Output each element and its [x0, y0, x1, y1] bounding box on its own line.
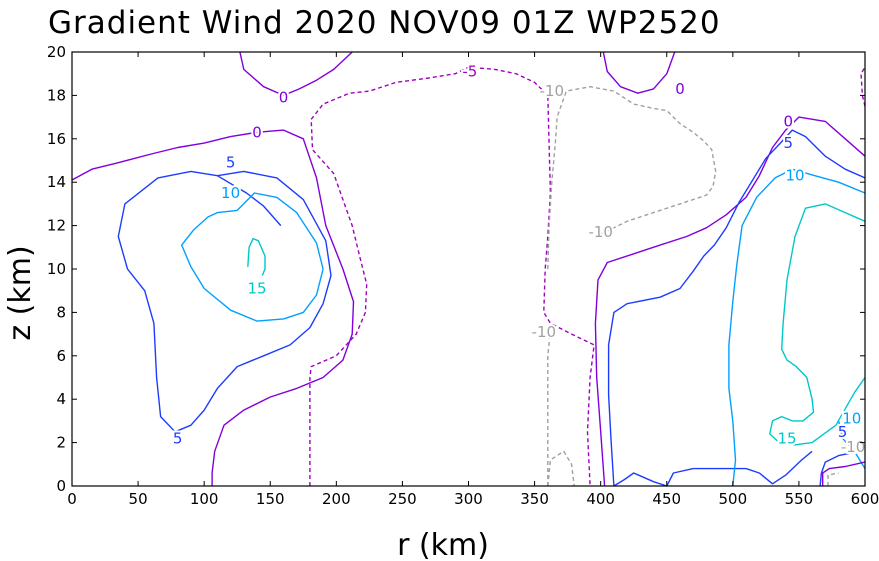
contour-line-0 — [822, 461, 866, 486]
y-axis-label: z (km) — [3, 245, 38, 340]
contour-line-10 — [180, 192, 324, 322]
contour-line-5 — [607, 129, 866, 487]
y-tick-label: 20 — [47, 43, 66, 61]
contour-label: 0 — [279, 89, 289, 107]
contour-label: 0 — [784, 112, 794, 130]
x-tick-label: 550 — [785, 490, 814, 508]
x-axis-ticks: 0 50 100 150 200 250 300 350 400 450 500 550 600 — [67, 52, 879, 508]
y-tick-label: 6 — [56, 347, 66, 365]
x-tick-label: 150 — [256, 490, 285, 508]
y-tick-label: 12 — [47, 217, 66, 235]
contour-label: 5 — [173, 429, 183, 447]
x-tick-label: 300 — [454, 490, 483, 508]
contour-line-neg10 — [547, 85, 717, 270]
contour-line-0 — [594, 116, 866, 487]
contour-label: -10 — [532, 323, 557, 341]
contour-lines — [71, 51, 866, 487]
y-tick-label: 14 — [47, 173, 66, 191]
x-tick-label: 350 — [520, 490, 549, 508]
contour-line-neg10 — [547, 450, 575, 487]
y-tick-label: 16 — [47, 130, 66, 148]
contour-line-5 — [819, 446, 866, 487]
x-tick-label: 500 — [719, 490, 748, 508]
x-axis-label: r (km) — [397, 528, 489, 561]
x-tick-label: 450 — [652, 490, 681, 508]
y-tick-label: 0 — [56, 477, 66, 495]
contour-label: -5 — [462, 63, 477, 81]
y-axis-ticks: 0 2 4 6 8 10 12 14 16 18 20 — [47, 43, 865, 495]
x-tick-label: 200 — [322, 490, 351, 508]
contour-label: 10 — [785, 167, 804, 185]
y-tick-label: 10 — [47, 260, 66, 278]
x-tick-label: 100 — [190, 490, 219, 508]
contour-line-15 — [769, 203, 866, 446]
contour-line-0 — [71, 129, 355, 486]
plot-frame — [71, 51, 866, 487]
y-tick-label: 4 — [56, 390, 66, 408]
contour-line-neg5 — [860, 66, 866, 107]
contour-line-5 — [117, 170, 332, 433]
contour-line-15 — [247, 237, 266, 276]
chart-title: Gradient Wind 2020 NOV09 01Z WP2520 — [48, 5, 721, 41]
contour-label: 5 — [838, 423, 848, 441]
x-tick-label: 50 — [129, 490, 148, 508]
contour-label: 10 — [842, 410, 861, 428]
contour-line-0 — [602, 51, 676, 94]
y-tick-label: 8 — [56, 303, 66, 321]
x-tick-label: 600 — [851, 490, 879, 508]
contour-line-10 — [728, 168, 866, 487]
contour-label: 5 — [226, 154, 236, 172]
contour-label: -10 — [841, 438, 866, 456]
x-tick-label: 400 — [586, 490, 615, 508]
contour-line-0 — [239, 51, 353, 97]
contour-label: 15 — [247, 280, 266, 298]
contour-label: -10 — [588, 223, 613, 241]
x-tick-label: 250 — [388, 490, 417, 508]
y-tick-label: 2 — [56, 434, 66, 452]
contour-line-neg10 — [827, 472, 839, 486]
contour-line-10 — [837, 420, 866, 469]
contour-line-neg5 — [309, 66, 595, 487]
contour-label: 15 — [777, 429, 796, 447]
contour-label: 5 — [784, 134, 794, 152]
y-tick-label: 18 — [47, 86, 66, 104]
contour-line-5 — [613, 450, 813, 487]
contour-label: 0 — [252, 123, 262, 141]
contour-line-neg10 — [547, 329, 552, 486]
contour-label: 0 — [675, 80, 685, 98]
contour-label: 10 — [221, 184, 240, 202]
contour-label: -10 — [540, 82, 565, 100]
x-tick-label: 0 — [67, 490, 77, 508]
